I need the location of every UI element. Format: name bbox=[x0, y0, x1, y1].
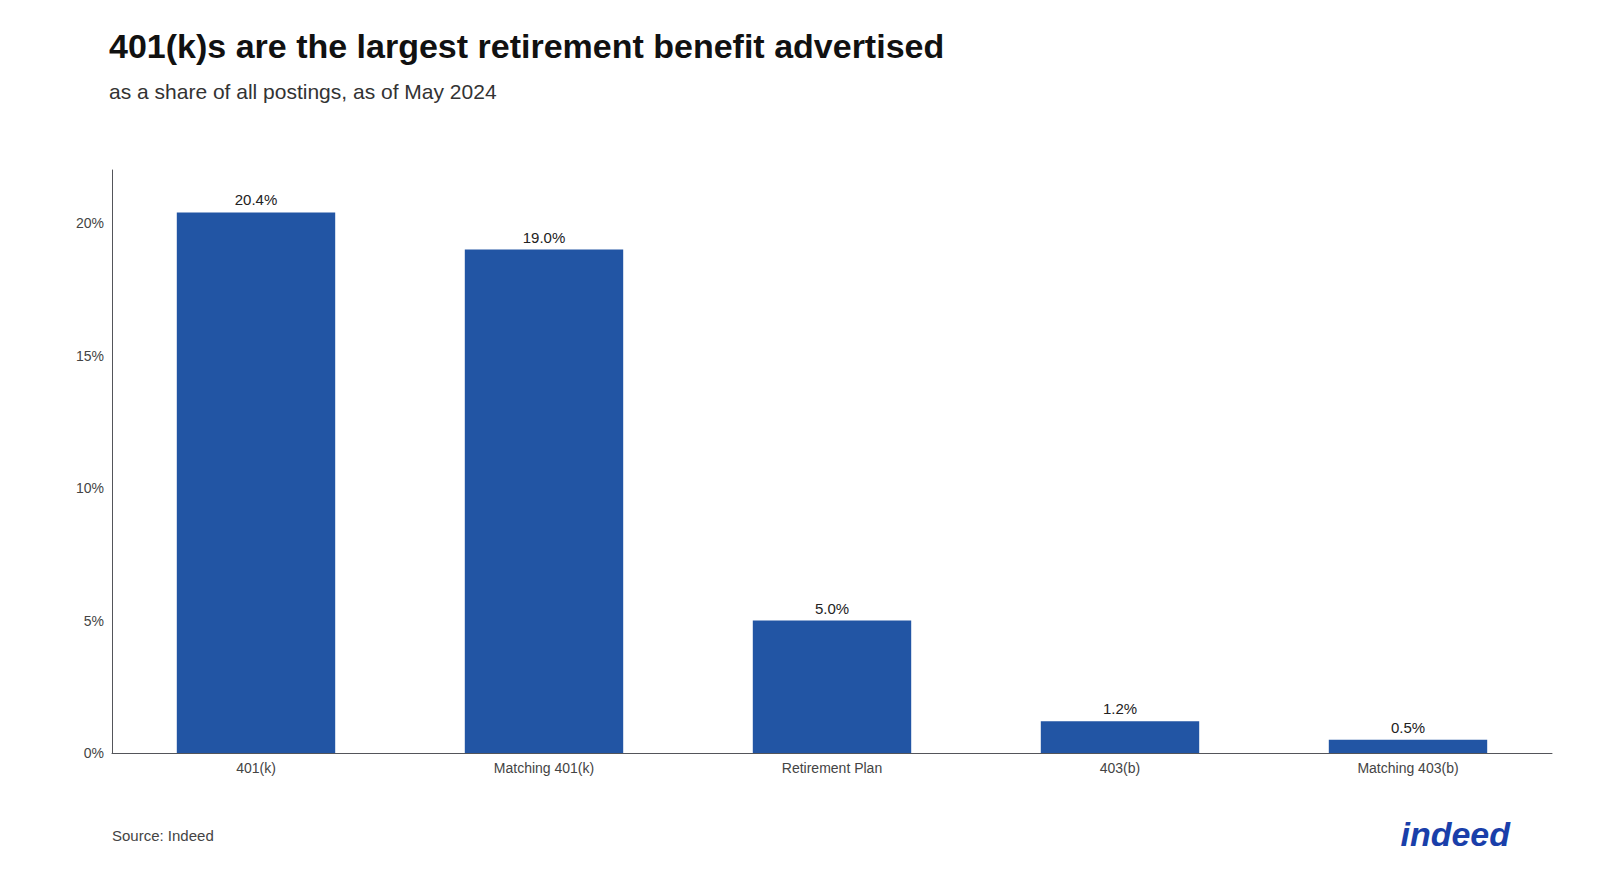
svg-text:as a share of all postings, as: as a share of all postings, as of May 20… bbox=[109, 80, 497, 103]
svg-text:15%: 15% bbox=[76, 348, 104, 364]
svg-text:20.4%: 20.4% bbox=[235, 191, 278, 208]
svg-text:5%: 5% bbox=[84, 613, 104, 629]
svg-text:indeed: indeed bbox=[1400, 815, 1511, 853]
svg-text:5.0%: 5.0% bbox=[815, 600, 849, 617]
svg-text:0%: 0% bbox=[84, 745, 104, 761]
svg-text:20%: 20% bbox=[76, 215, 104, 231]
svg-text:Matching 403(b): Matching 403(b) bbox=[1357, 760, 1458, 776]
svg-text:Retirement Plan: Retirement Plan bbox=[782, 760, 882, 776]
svg-text:Source: Indeed: Source: Indeed bbox=[112, 827, 214, 844]
svg-text:0.5%: 0.5% bbox=[1391, 719, 1425, 736]
svg-text:19.0%: 19.0% bbox=[523, 229, 566, 246]
svg-text:401(k)s are the largest retire: 401(k)s are the largest retirement benef… bbox=[109, 27, 944, 65]
svg-text:403(b): 403(b) bbox=[1100, 760, 1140, 776]
svg-text:Matching 401(k): Matching 401(k) bbox=[494, 760, 594, 776]
svg-text:401(k): 401(k) bbox=[236, 760, 276, 776]
svg-text:1.2%: 1.2% bbox=[1103, 700, 1137, 717]
svg-text:10%: 10% bbox=[76, 480, 104, 496]
